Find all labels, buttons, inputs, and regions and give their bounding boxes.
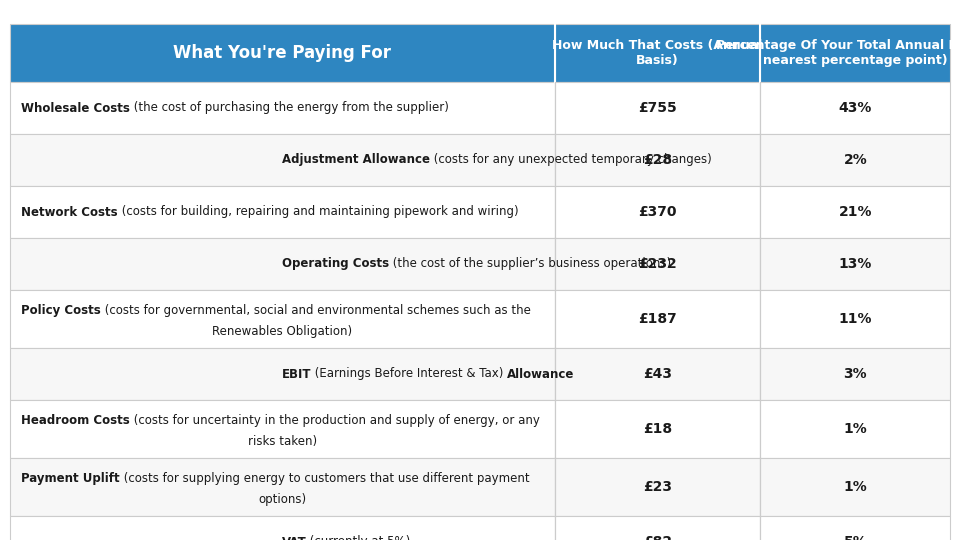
Text: 1%: 1% (844, 422, 867, 436)
Bar (10, 458, 555, 516)
Text: (Earnings Before Interest & Tax): (Earnings Before Interest & Tax) (311, 368, 508, 381)
Bar (10, 238, 555, 290)
Text: Wholesale Costs: Wholesale Costs (21, 102, 130, 114)
Bar (555, 134, 760, 186)
Text: £23: £23 (643, 480, 672, 494)
Text: £43: £43 (643, 367, 672, 381)
Text: (the cost of the supplier’s business operations): (the cost of the supplier’s business ope… (389, 258, 671, 271)
Text: options): options) (258, 493, 306, 507)
Text: VAT: VAT (281, 536, 306, 540)
Text: Headroom Costs: Headroom Costs (21, 414, 130, 427)
Bar (555, 238, 760, 290)
Text: 13%: 13% (839, 257, 872, 271)
Text: Policy Costs: Policy Costs (21, 304, 101, 317)
Text: 1%: 1% (844, 480, 867, 494)
Bar (555, 24, 760, 82)
Text: How Much That Costs (Annual
Basis): How Much That Costs (Annual Basis) (552, 39, 763, 67)
Bar (555, 82, 760, 134)
Text: 5%: 5% (844, 535, 867, 540)
Text: 43%: 43% (839, 101, 872, 115)
Text: Network Costs: Network Costs (21, 206, 118, 219)
Bar (10, 290, 555, 348)
Text: 11%: 11% (839, 312, 872, 326)
Bar (760, 134, 950, 186)
Text: £755: £755 (638, 101, 677, 115)
Text: (costs for governmental, social and environmental schemes such as the: (costs for governmental, social and envi… (101, 304, 531, 317)
Text: 2%: 2% (844, 153, 867, 167)
Bar (760, 400, 950, 458)
Text: Payment Uplift: Payment Uplift (21, 472, 120, 485)
Text: What You're Paying For: What You're Paying For (173, 44, 392, 62)
Bar (555, 290, 760, 348)
Bar (555, 186, 760, 238)
Text: Operating Costs: Operating Costs (281, 258, 389, 271)
Bar (760, 24, 950, 82)
Bar (10, 348, 555, 400)
Bar (555, 400, 760, 458)
Text: £28: £28 (643, 153, 672, 167)
Bar (760, 186, 950, 238)
Bar (555, 348, 760, 400)
Bar (10, 134, 555, 186)
Text: (the cost of purchasing the energy from the supplier): (the cost of purchasing the energy from … (130, 102, 449, 114)
Text: 21%: 21% (839, 205, 872, 219)
Bar (555, 458, 760, 516)
Text: £82: £82 (643, 535, 672, 540)
Text: Renewables Obligation): Renewables Obligation) (212, 325, 352, 338)
Text: risks taken): risks taken) (248, 435, 317, 448)
Bar (760, 238, 950, 290)
Text: £370: £370 (638, 205, 677, 219)
Bar (10, 516, 555, 540)
Text: £187: £187 (638, 312, 677, 326)
Text: (costs for building, repairing and maintaining pipework and wiring): (costs for building, repairing and maint… (118, 206, 518, 219)
Bar (10, 186, 555, 238)
Bar (555, 516, 760, 540)
Bar (10, 82, 555, 134)
Bar (760, 516, 950, 540)
Bar (10, 400, 555, 458)
Text: Allowance: Allowance (508, 368, 575, 381)
Text: Percentage Of Your Total Annual Bill (to
nearest percentage point): Percentage Of Your Total Annual Bill (to… (716, 39, 960, 67)
Text: (costs for any unexpected temporary changes): (costs for any unexpected temporary chan… (430, 153, 711, 166)
Text: £232: £232 (638, 257, 677, 271)
Text: £18: £18 (643, 422, 672, 436)
Text: (costs for uncertainty in the production and supply of energy, or any: (costs for uncertainty in the production… (130, 414, 540, 427)
Text: (currently at 5%): (currently at 5%) (306, 536, 411, 540)
Bar (760, 82, 950, 134)
Bar (760, 290, 950, 348)
Text: EBIT: EBIT (281, 368, 311, 381)
Bar (10, 24, 555, 82)
Text: 3%: 3% (844, 367, 867, 381)
Text: (costs for supplying energy to customers that use different payment: (costs for supplying energy to customers… (120, 472, 529, 485)
Bar (760, 458, 950, 516)
Text: Adjustment Allowance: Adjustment Allowance (281, 153, 430, 166)
Bar (760, 348, 950, 400)
